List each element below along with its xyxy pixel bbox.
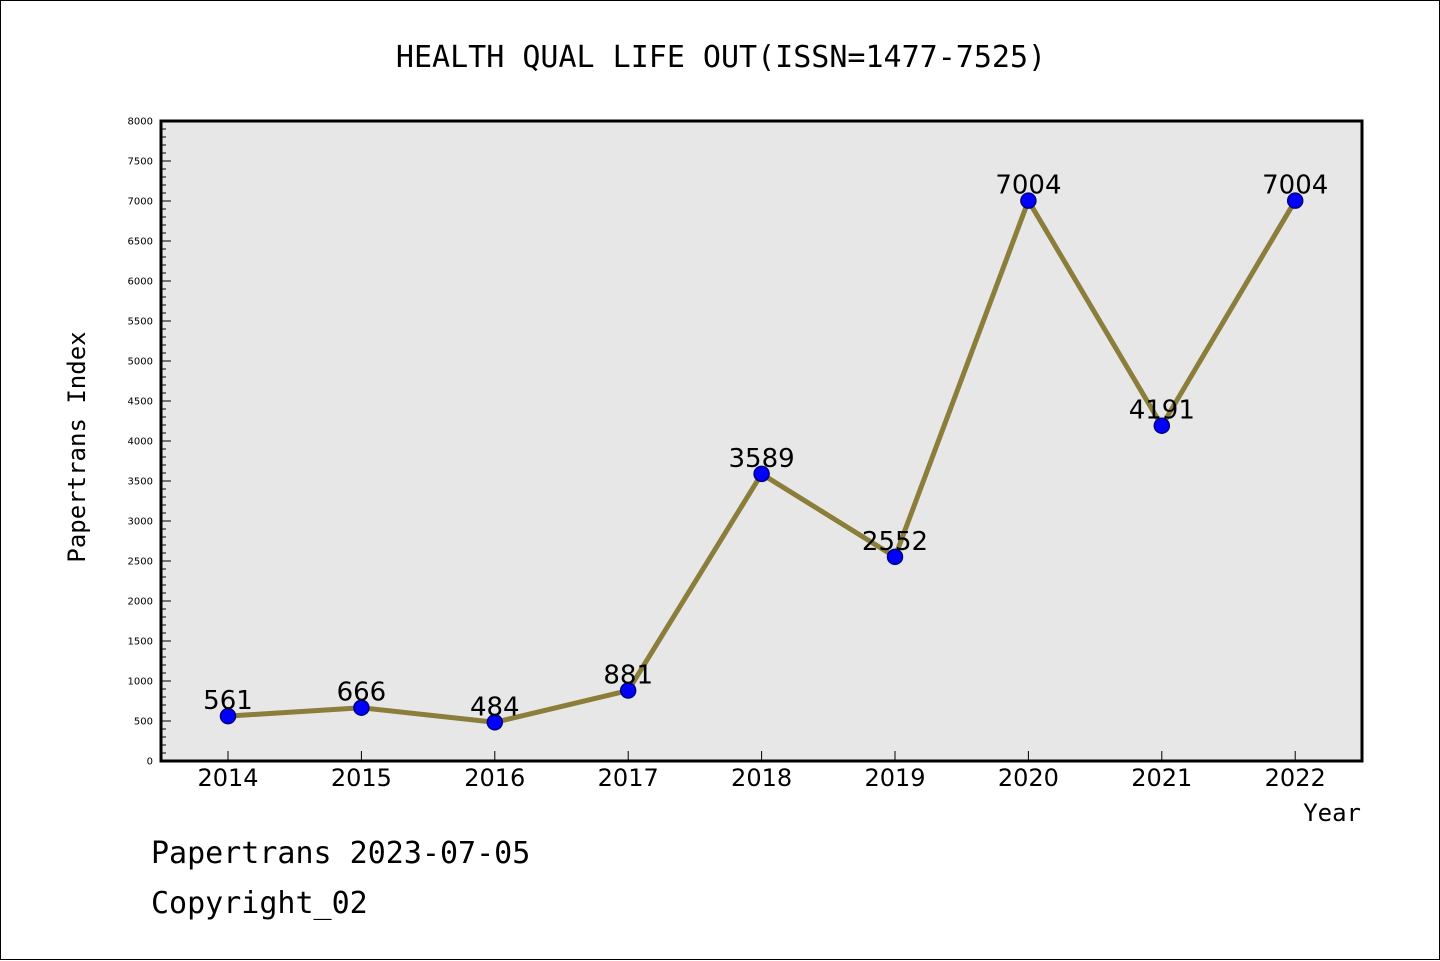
data-label: 881 bbox=[603, 661, 653, 691]
series-layer bbox=[219, 192, 1304, 731]
y-tick-label: 4000 bbox=[128, 437, 153, 448]
data-label: 7004 bbox=[1262, 171, 1328, 201]
y-tick-label: 6000 bbox=[128, 277, 153, 288]
x-tick-label: 2021 bbox=[1131, 764, 1192, 792]
data-point bbox=[886, 548, 904, 566]
x-tick-label: 2020 bbox=[998, 764, 1059, 792]
data-label: 3589 bbox=[729, 444, 795, 474]
data-label: 484 bbox=[470, 692, 520, 722]
y-tick-label: 500 bbox=[134, 717, 153, 728]
y-tick-label: 3500 bbox=[128, 477, 153, 488]
data-point bbox=[219, 707, 237, 725]
data-label: 4191 bbox=[1129, 396, 1195, 426]
data-point bbox=[1286, 192, 1304, 209]
y-tick-label: 7000 bbox=[128, 197, 153, 208]
x-tick-label: 2015 bbox=[331, 764, 392, 792]
data-label: 666 bbox=[337, 678, 387, 708]
y-tick-label: 1000 bbox=[128, 677, 153, 688]
data-point bbox=[353, 699, 370, 716]
y-tick-label: 3000 bbox=[128, 517, 153, 528]
x-tick-label: 2019 bbox=[864, 764, 925, 792]
data-point bbox=[486, 714, 504, 731]
footer-date-line: Papertrans 2023-07-05 bbox=[151, 836, 531, 871]
y-axis: 0 500 1000 1500 2000 2500 3000 3500 4000 4500 5000… bbox=[128, 117, 171, 768]
y-tick-label: 5500 bbox=[128, 317, 153, 328]
y-tick-label: 7500 bbox=[128, 157, 153, 168]
data-label: 2552 bbox=[862, 527, 928, 557]
footer-copyright-line: Copyright_02 bbox=[151, 886, 368, 921]
data-label: 561 bbox=[203, 686, 253, 716]
x-axis-title: Year bbox=[1303, 799, 1361, 827]
data-label: 7004 bbox=[995, 171, 1061, 201]
data-labels: 561 666 484 881 3589 2552 7004 4191 7004 bbox=[203, 171, 1328, 723]
chart-title: HEALTH QUAL LIFE OUT(ISSN=1477-7525) bbox=[396, 40, 1046, 75]
x-tick-label: 2016 bbox=[464, 764, 525, 792]
x-tick-label: 2018 bbox=[731, 764, 792, 792]
y-tick-label: 0 bbox=[147, 757, 153, 768]
y-tick-label: 4500 bbox=[128, 397, 153, 408]
data-point bbox=[1153, 417, 1171, 434]
data-point bbox=[753, 465, 770, 483]
data-point bbox=[1020, 192, 1037, 209]
y-axis-title: Papertrans Index bbox=[63, 331, 91, 562]
x-tick-label: 2014 bbox=[197, 764, 258, 792]
y-tick-label: 8000 bbox=[128, 117, 153, 128]
y-tick-label: 1500 bbox=[128, 637, 153, 648]
data-point bbox=[619, 682, 637, 699]
y-tick-label: 6500 bbox=[128, 237, 153, 248]
x-tick-label: 2017 bbox=[598, 764, 659, 792]
y-tick-label: 5000 bbox=[128, 357, 153, 368]
y-tick-label: 2500 bbox=[128, 557, 153, 568]
x-axis: 2014 2015 2016 2017 2018 2019 2020 2021 2022 bbox=[197, 751, 1326, 792]
y-tick-label: 2000 bbox=[128, 597, 153, 608]
plot-area bbox=[159, 119, 1364, 763]
x-tick-label: 2022 bbox=[1265, 764, 1326, 792]
